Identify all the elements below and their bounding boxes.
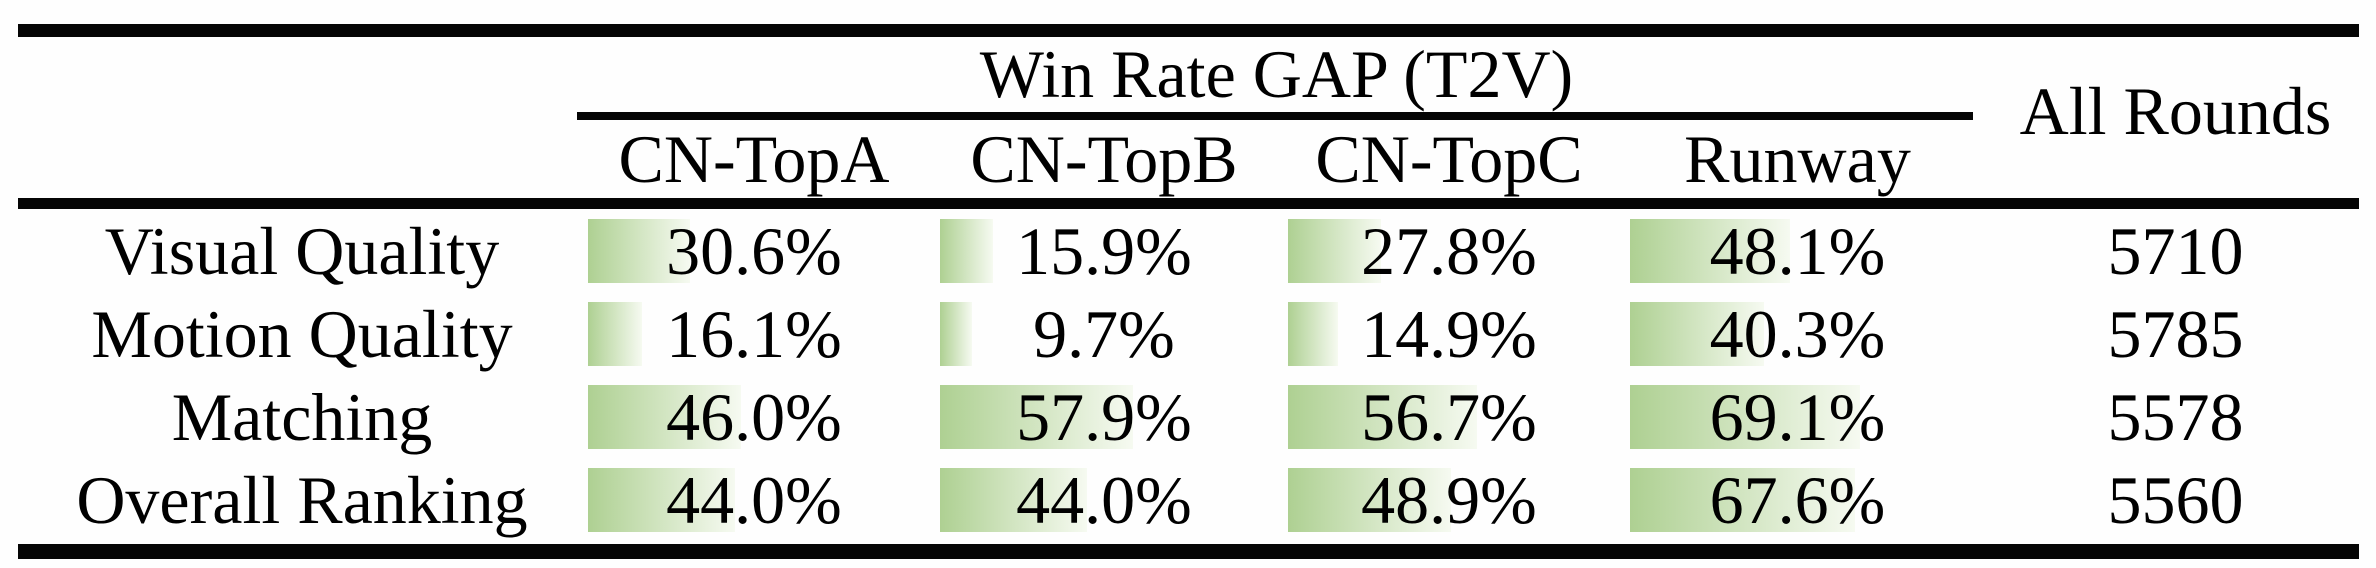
all-rounds-cell: 5785	[2107, 295, 2244, 372]
column-header-all-rounds: All Rounds	[2019, 73, 2332, 149]
win-rate-cell: 30.6%	[578, 209, 930, 292]
win-rate-cell: 57.9%	[930, 375, 1278, 458]
win-rate-cell: 27.8%	[1278, 209, 1620, 292]
table-row: Matching 46.0% 57.9% 56.7% 69.1% 5578	[0, 375, 2376, 458]
header-separator-rule	[18, 198, 2359, 209]
win-rate-cell: 9.7%	[930, 292, 1278, 375]
win-rate-bar	[588, 218, 690, 283]
win-rate-bar	[1630, 384, 1861, 449]
row-label: Motion Quality	[91, 295, 513, 372]
win-rate-cell: 56.7%	[1278, 375, 1620, 458]
win-rate-bar	[1630, 301, 1765, 366]
title-underline-rule	[577, 112, 1973, 120]
win-rate-bar	[588, 467, 735, 532]
column-header-cn-topb: CN-TopB	[970, 121, 1238, 197]
win-rate-cell: 48.9%	[1278, 458, 1620, 541]
win-rate-cell: 48.1%	[1620, 209, 1975, 292]
column-header-row: CN-TopA CN-TopB CN-TopC Runway	[0, 120, 2376, 198]
column-header-cn-topa: CN-TopA	[618, 121, 890, 197]
win-rate-cell: 44.0%	[930, 458, 1278, 541]
column-header-cn-topc: CN-TopC	[1315, 121, 1583, 197]
win-rate-cell: 14.9%	[1278, 292, 1620, 375]
all-rounds-cell: 5560	[2107, 461, 2244, 538]
win-rate-bar	[1288, 301, 1338, 366]
win-rate-bar	[1288, 218, 1381, 283]
win-rate-cell: 15.9%	[930, 209, 1278, 292]
win-rate-bar	[1288, 384, 1477, 449]
top-rule	[18, 24, 2359, 37]
row-label: Overall Ranking	[76, 461, 528, 538]
column-header-runway: Runway	[1684, 121, 1911, 197]
table-row: Motion Quality 16.1% 9.7% 14.9% 40.3% 57…	[0, 292, 2376, 375]
win-rate-cell: 40.3%	[1620, 292, 1975, 375]
win-rate-bar	[1630, 467, 1856, 532]
win-rate-cell: 69.1%	[1620, 375, 1975, 458]
all-rounds-cell: 5710	[2107, 212, 2244, 289]
win-rate-bar	[940, 301, 973, 366]
win-rate-bar	[940, 467, 1087, 532]
win-rate-bar	[1288, 467, 1451, 532]
win-rate-cell: 16.1%	[578, 292, 930, 375]
win-rate-bar	[940, 384, 1133, 449]
table-row: Visual Quality 30.6% 15.9% 27.8% 48.1% 5…	[0, 209, 2376, 292]
table-title: Win Rate GAP (T2V)	[979, 36, 1574, 112]
all-rounds-cell: 5578	[2107, 378, 2244, 455]
row-label: Visual Quality	[104, 212, 500, 289]
win-rate-cell: 67.6%	[1620, 458, 1975, 541]
win-rate-bar	[940, 218, 993, 283]
win-rate-bar	[1630, 218, 1791, 283]
table-body: Visual Quality 30.6% 15.9% 27.8% 48.1% 5…	[0, 209, 2376, 541]
win-rate-cell: 44.0%	[578, 458, 930, 541]
win-rate-bar	[588, 384, 742, 449]
bottom-rule	[18, 544, 2359, 559]
win-rate-bar	[588, 301, 642, 366]
row-label: Matching	[171, 378, 433, 455]
win-rate-cell: 46.0%	[578, 375, 930, 458]
table-row: Overall Ranking 44.0% 44.0% 48.9% 67.6% …	[0, 458, 2376, 541]
